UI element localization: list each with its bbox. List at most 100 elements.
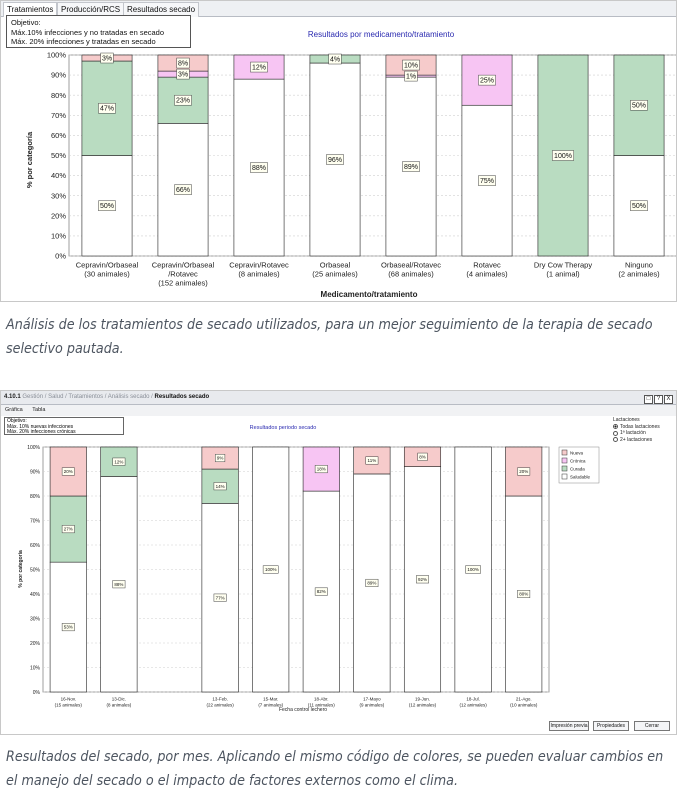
data-label: 100% <box>554 153 572 160</box>
radio-empty-icon <box>613 430 618 436</box>
close-button[interactable]: Cerrar <box>634 721 670 731</box>
data-label-box <box>61 525 75 534</box>
tab-grafica[interactable]: Gráfica <box>5 407 23 413</box>
objective-2-title: Objetivo: <box>7 418 27 424</box>
data-label: 20% <box>64 469 73 474</box>
data-label-box <box>314 465 328 474</box>
y-tick-label: 40% <box>51 171 66 180</box>
data-label: 3% <box>178 72 188 79</box>
radio-first-lactation[interactable]: 1ª lactación <box>613 430 675 437</box>
data-label-box <box>176 68 190 80</box>
x-tick-label: (2 animales) <box>618 270 660 279</box>
y-tick-label: 20% <box>30 641 41 647</box>
caption-1-line-2: selectivo pautada. <box>6 341 124 357</box>
breadcrumb-analisis-secado[interactable]: Análisis secado <box>107 394 150 400</box>
tab-tratamientos[interactable]: Tratamientos <box>3 2 58 18</box>
data-label: 11% <box>368 458 377 463</box>
data-label: 89% <box>404 164 418 171</box>
maximize-button[interactable]: □ <box>644 395 653 404</box>
close-window-button[interactable]: X <box>664 395 673 404</box>
data-label-box <box>213 482 227 491</box>
breadcrumb-tratamientos[interactable]: Tratamientos <box>68 394 104 400</box>
data-label-box <box>402 59 420 71</box>
x-tick-label: (68 animales) <box>388 270 434 279</box>
y-tick-label: 10% <box>51 232 66 241</box>
data-label: 8% <box>178 60 188 67</box>
data-label: 4% <box>330 56 340 63</box>
radio-all-lactations-label: Todas lactaciones <box>620 423 660 430</box>
data-label: 53% <box>64 625 73 630</box>
data-label-box <box>215 454 226 463</box>
caption-2-line-2: el manejo del secado o el impacto de fac… <box>6 773 459 789</box>
x-tick-label: (7 animales) <box>258 703 283 708</box>
data-label: 89% <box>367 581 376 586</box>
data-label: 18% <box>317 467 326 472</box>
objective-box-2: Objetivo: Máx. 10% nuevas infecciones Má… <box>4 417 124 435</box>
data-label-box <box>98 103 116 114</box>
data-label-box <box>478 175 496 186</box>
breadcrumb-salud[interactable]: Salud <box>48 394 64 400</box>
data-label: 20% <box>519 469 528 474</box>
legend-swatch <box>561 457 568 464</box>
objective-box: Objetivo: Máx.10% infecciones y no trata… <box>6 15 191 48</box>
y-tick-label: 40% <box>30 592 41 598</box>
y-tick-label: 90% <box>30 469 41 475</box>
objective-title: Objetivo: <box>11 18 41 27</box>
data-label-box <box>100 52 114 64</box>
objective-2-line-2: Máx. 20% infecciones crónicas <box>7 429 76 435</box>
data-label-box <box>213 593 227 602</box>
tab-resultados-secado[interactable]: Resultados secado <box>123 2 200 17</box>
breadcrumb-gestion[interactable]: Gestión <box>22 394 44 400</box>
y-tick-label: 60% <box>51 131 66 140</box>
data-label-box <box>630 200 648 211</box>
data-label-box <box>365 578 379 587</box>
legend-label: Saludable <box>570 475 591 480</box>
data-label: 88% <box>114 582 123 587</box>
print-preview-button[interactable]: Impresión previa <box>549 721 589 731</box>
y-tick-label: 0% <box>55 252 66 261</box>
radio-all-lactations[interactable]: Todas lactaciones <box>613 424 675 431</box>
data-label-box <box>61 467 75 476</box>
objective-line-2: Máx. 20% infecciones y tratadas en secad… <box>11 37 156 46</box>
radio-selected-icon <box>613 424 618 430</box>
data-label: 47% <box>100 106 114 113</box>
data-label: 9% <box>217 456 224 461</box>
x-tick-label: Dry Cow Therapy <box>534 261 592 270</box>
radio-second-plus-lactations[interactable]: 2+ lactaciones <box>613 437 675 444</box>
radio-second-plus-label: 2+ lactaciones <box>620 436 653 443</box>
x-tick-label: Cepravin/Orbaseal <box>76 261 139 270</box>
radio-first-lactation-label: 1ª lactación <box>620 430 646 436</box>
x-axis-label: Medicamento/tratamiento <box>321 290 418 299</box>
y-tick-label: 70% <box>51 111 66 120</box>
data-label: 27% <box>64 527 73 532</box>
data-label: 50% <box>632 103 646 110</box>
y-tick-label: 30% <box>30 616 41 622</box>
legend-swatch <box>561 465 568 472</box>
data-label-box <box>328 53 342 65</box>
x-tick-label: (22 animales) <box>206 703 234 708</box>
y-tick-label: 30% <box>51 191 66 200</box>
data-label: 75% <box>480 178 494 185</box>
data-label: 10% <box>404 63 418 70</box>
window-title-bar: 4.10.1 Gestión / Salud / Tratamientos / … <box>1 391 676 405</box>
bar-segment[interactable] <box>49 446 87 497</box>
x-tick-label: /Rotavec <box>168 270 198 279</box>
lactation-filter: Lactaciones Todas lactaciones 1ª lactaci… <box>613 417 675 453</box>
x-tick-label: (30 animales) <box>84 270 130 279</box>
data-label-box <box>552 150 574 161</box>
x-tick-label: (12 animales) <box>459 703 487 708</box>
y-tick-label: 10% <box>30 665 41 671</box>
x-axis-label-2: Fecha control lechero <box>279 707 327 713</box>
x-tick-label: (1 animal) <box>546 270 580 279</box>
properties-button[interactable]: Propiedades <box>593 721 629 731</box>
data-label-box <box>250 61 268 73</box>
data-label: 8% <box>419 454 426 459</box>
x-tick-label: Rotavec <box>473 261 501 270</box>
legend-swatch <box>561 473 568 480</box>
x-tick-label: Orbaseal <box>320 261 351 270</box>
help-button[interactable]: ? <box>654 395 663 404</box>
tab-tabla[interactable]: Tabla <box>32 407 46 413</box>
objective-line-1: Máx.10% infecciones y no tratadas en sec… <box>11 27 165 37</box>
drying-results-window: 4.10.1 Gestión / Salud / Tratamientos / … <box>0 390 677 735</box>
data-label-box <box>630 100 648 111</box>
